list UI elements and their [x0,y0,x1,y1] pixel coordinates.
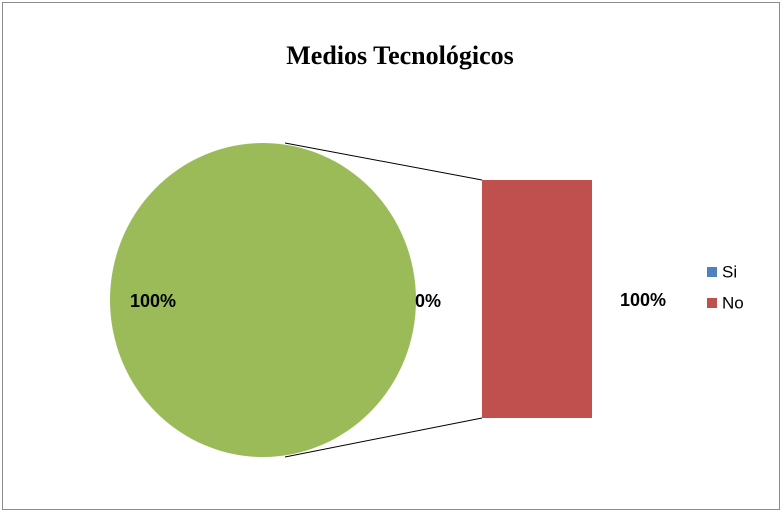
legend-swatch [707,298,717,308]
data-label: 0% [415,291,441,311]
data-label: 100% [130,291,176,311]
legend-swatch [707,267,717,277]
chart-title: Medios Tecnológicos [286,41,514,70]
legend-label: No [722,293,744,312]
legend-label: Si [722,262,737,281]
connector [284,142,483,181]
data-label: 100% [620,290,666,310]
connector [284,417,483,458]
pie-slice [110,143,416,457]
bar-segment [482,180,592,418]
